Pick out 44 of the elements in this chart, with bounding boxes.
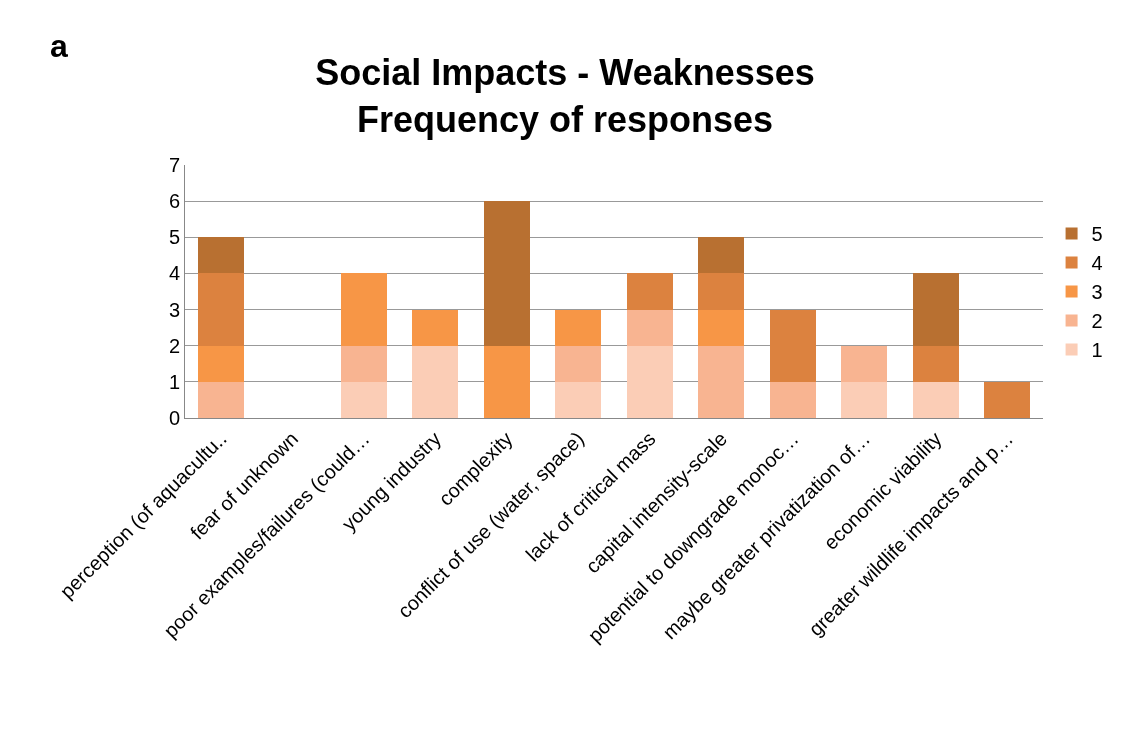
bar (483, 345, 530, 418)
y-tick-label: 3 (168, 298, 180, 321)
y-tick-label: 1 (168, 370, 180, 393)
bar (340, 273, 387, 346)
bar (626, 273, 673, 310)
bar (197, 237, 244, 274)
y-tick-label: 5 (168, 226, 180, 249)
legend-label: 4 (1091, 252, 1103, 275)
legend-label: 2 (1091, 310, 1103, 333)
bar (340, 381, 387, 418)
bar (698, 273, 745, 310)
bar (555, 309, 602, 346)
bar (626, 345, 673, 418)
y-tick-label: 7 (168, 154, 180, 176)
y-tick-label: 6 (168, 190, 180, 213)
y-tick-label: 2 (168, 334, 180, 357)
bar (769, 309, 816, 382)
bar (197, 345, 244, 382)
text: a (50, 28, 68, 64)
y-tick-label: 4 (168, 262, 180, 285)
bar (912, 381, 959, 418)
chart-title: Social Impacts - Weaknesses Frequency of responses (315, 52, 815, 140)
bar (912, 345, 959, 382)
bar (912, 273, 959, 346)
bar (698, 237, 745, 274)
bar (698, 309, 745, 346)
bar (626, 309, 673, 346)
bar (984, 381, 1031, 418)
bar (197, 273, 244, 346)
bar (698, 345, 745, 418)
bar (483, 201, 530, 346)
bar (340, 345, 387, 382)
bar (841, 381, 888, 418)
bar (197, 381, 244, 418)
bar (841, 345, 888, 382)
legend-label: 5 (1091, 223, 1103, 246)
legend-label: 1 (1091, 339, 1103, 362)
legend-label: 3 (1091, 281, 1103, 304)
bar (555, 381, 602, 418)
bar (412, 345, 459, 418)
bar (769, 381, 816, 418)
bar (555, 345, 602, 382)
bar (412, 309, 459, 346)
y-tick-label: 0 (168, 407, 180, 429)
